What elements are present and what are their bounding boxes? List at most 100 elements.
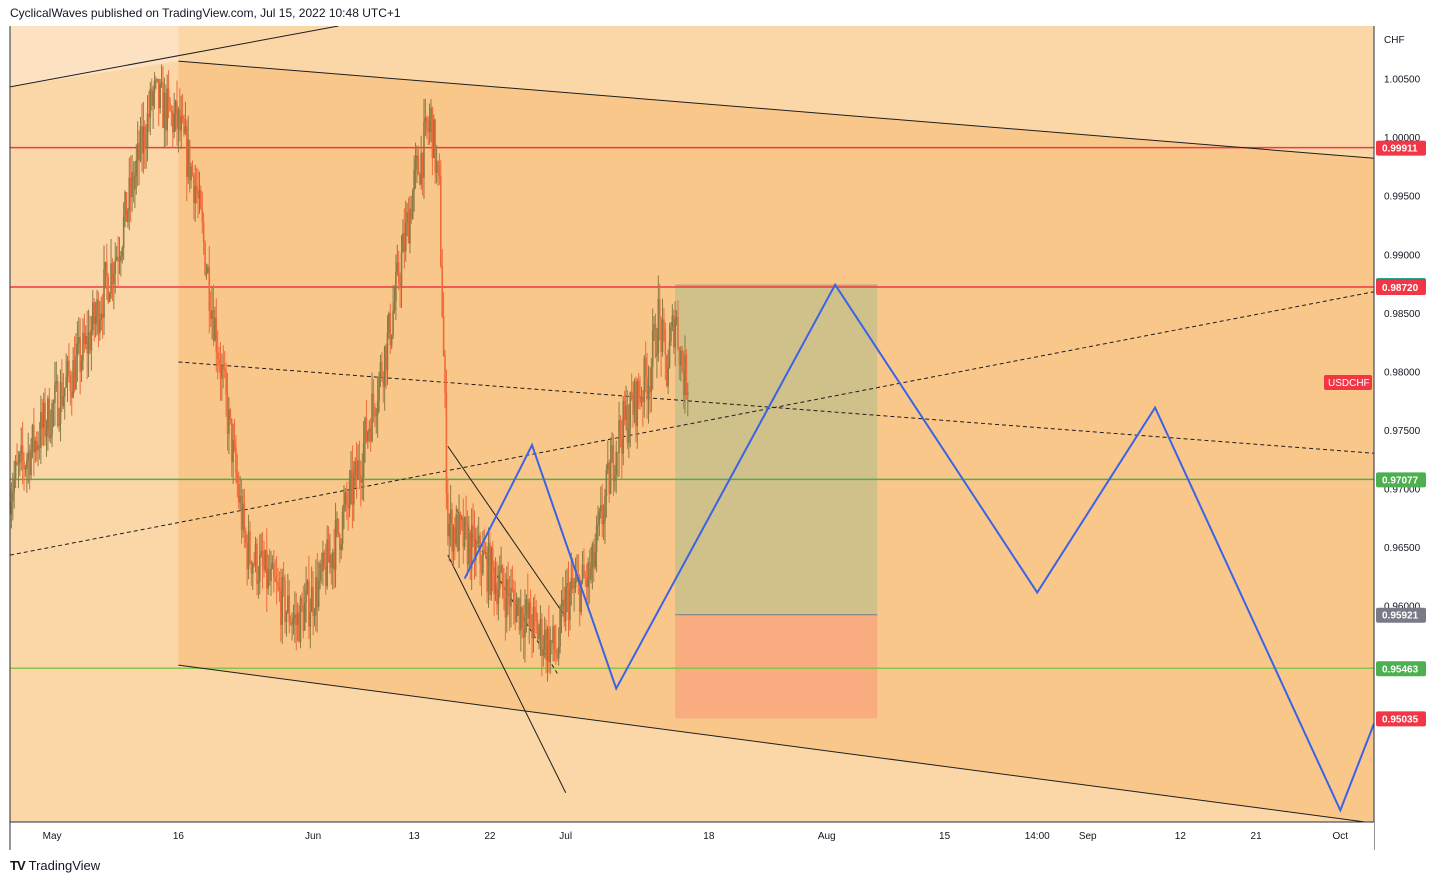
candle-body [595,525,598,552]
candle-body [51,403,53,436]
candle-body [250,561,253,574]
candle-body [263,565,265,571]
price-label-text: 0.99911 [1382,144,1418,155]
candle-body [396,262,399,272]
candle-body [313,615,316,617]
candle-body [138,143,140,161]
candle-body [12,492,14,502]
candle-body [152,91,154,106]
candle-body [107,276,110,303]
time-tick-label: Jun [305,831,321,842]
candle-body [527,599,529,619]
candle-body [305,589,307,603]
candle-body [674,318,676,348]
candle-body [360,474,362,483]
candle-body [242,503,244,530]
candle-body [404,222,407,252]
candle-body [104,262,107,269]
candle-body [615,451,618,476]
candle-body [416,155,418,160]
candle-body [20,445,23,454]
target-zone [675,285,878,615]
candle-body [194,185,197,204]
candle-body [512,589,515,601]
candle-body [644,357,647,377]
candle-body [524,613,526,638]
candle-body [663,319,665,330]
candle-body [90,330,93,351]
candle-body [562,599,564,606]
candle-body [580,580,582,612]
symbol-tag-text: USDCHF [1328,378,1370,389]
candle-body [87,332,90,354]
candle-body [178,109,181,131]
candle-body [79,336,81,372]
candle-body [149,88,152,118]
price-tick-label: 0.96000 [1384,601,1421,612]
candle-body [14,461,17,479]
candle-body [656,353,658,357]
candle-body [483,549,486,554]
candle-body [110,263,112,294]
candle-body [612,445,615,481]
candle-body [97,299,100,334]
candle-body [374,406,376,417]
candle-body [650,366,653,393]
candle-body [281,576,284,625]
candle-body [302,605,305,631]
candle-body [258,554,261,582]
candle-body [209,311,212,319]
candle-body [664,329,667,355]
candle-body [556,653,559,659]
candle-body [193,175,195,204]
candle-body [557,646,560,659]
candle-body [376,401,379,416]
candle-body [571,578,574,589]
candle-body [17,463,20,465]
candle-body [171,111,174,133]
time-tick-label: 21 [1251,831,1263,842]
candle-body [257,581,260,584]
candle-body [333,552,335,570]
candle-body [660,319,662,352]
candle-body [438,164,441,177]
candle-body [344,492,347,505]
candle-body [625,405,627,420]
candle-body [390,335,393,346]
candle-body [99,319,101,334]
candle-body [570,578,573,590]
price-label-text: 0.95921 [1382,611,1419,622]
candle-body [428,120,431,132]
price-tick-label: 0.96500 [1384,543,1421,554]
candle-body [637,380,640,397]
candle-body [120,256,122,261]
candle-body [452,527,455,552]
candle-body [597,523,599,526]
candle-body [657,299,660,354]
candle-body [371,393,373,442]
candle-body [114,259,117,274]
candle-body [222,366,225,369]
candle-body [96,299,98,317]
candle-body [534,606,536,612]
candle-body [341,511,344,545]
candle-body [444,356,446,393]
candle-body [435,161,438,173]
candle-body [493,566,495,595]
candle-body [407,212,410,244]
candle-body [355,461,358,480]
candle-body [470,525,473,569]
candle-body [164,92,167,131]
candle-body [135,160,138,176]
candle-body [142,126,145,154]
candle-body [465,517,467,524]
candle-body [386,332,389,371]
price-chart[interactable]: CHF 1.00500 1.00000 0.99500 0.99000 0.98500 0.… [0,0,1440,850]
candle-body [420,153,422,185]
price-tick-label: 0.97000 [1384,484,1421,495]
candle-body [124,192,126,217]
candle-body [21,445,24,461]
candle-body [225,370,227,395]
candle-body [630,392,633,401]
candle-body [614,475,616,481]
